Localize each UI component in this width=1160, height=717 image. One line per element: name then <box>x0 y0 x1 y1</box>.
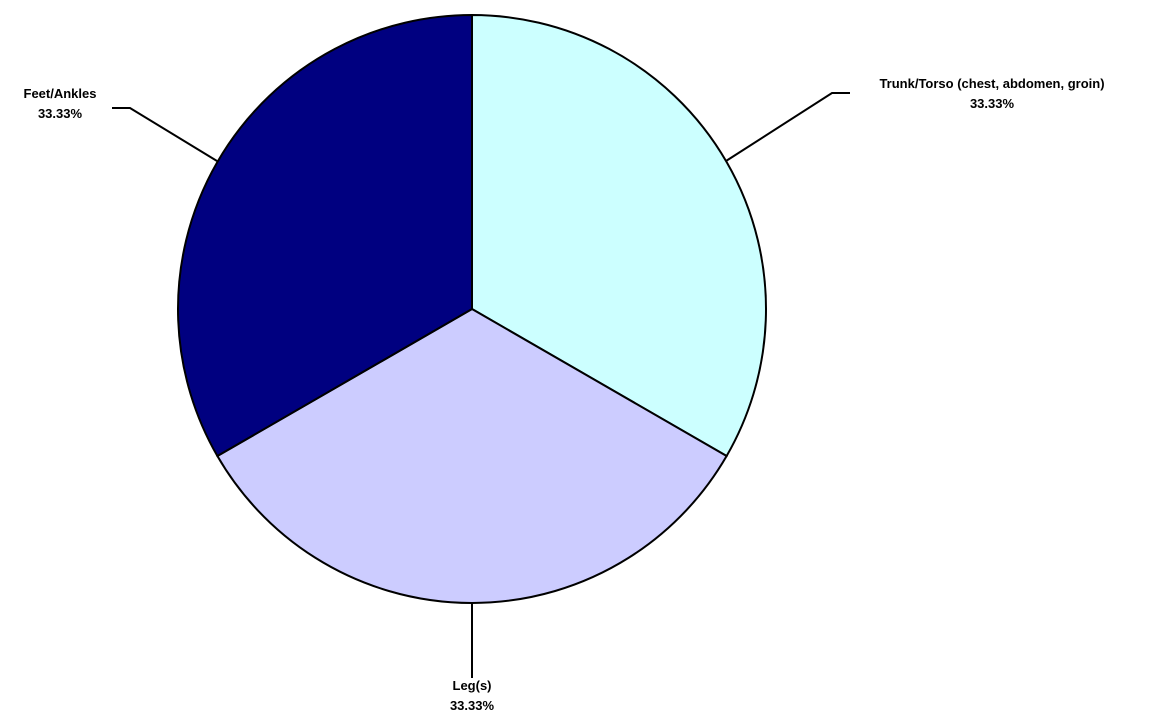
slice-value-label-1: 33.33% <box>450 698 495 713</box>
slice-value-label-0: 33.33% <box>970 96 1015 111</box>
leader-line-0 <box>725 92 850 162</box>
pie-slice-0 <box>471 13 767 458</box>
slice-label-1: Leg(s) <box>453 678 492 693</box>
slice-label-2: Feet/Ankles <box>24 86 97 101</box>
pie-slices <box>177 13 767 604</box>
slice-value-label-2: 33.33% <box>38 106 83 121</box>
pie-slice-2 <box>177 13 473 458</box>
pie-slice-1 <box>216 307 728 604</box>
leader-line-2 <box>112 107 218 162</box>
pie-labels: Trunk/Torso (chest, abdomen, groin) 33.33… <box>24 76 1105 713</box>
slice-label-0: Trunk/Torso (chest, abdomen, groin) <box>879 76 1104 91</box>
